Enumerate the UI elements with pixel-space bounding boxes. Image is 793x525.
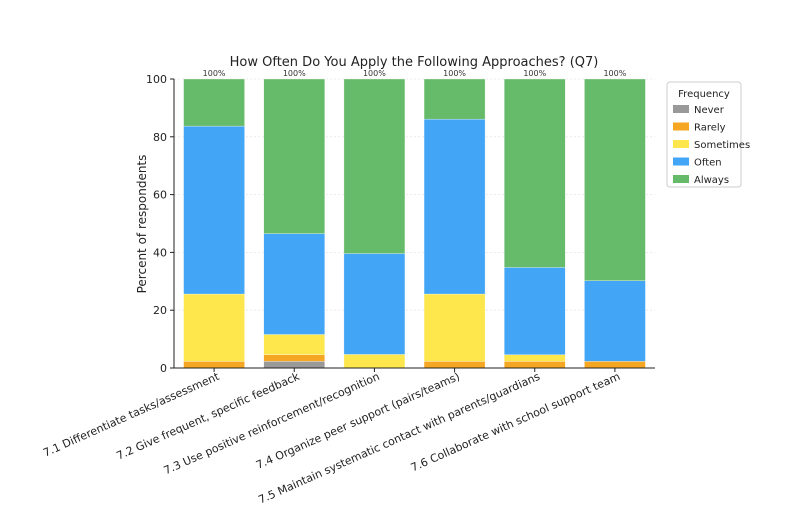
bar-segment-always bbox=[504, 78, 566, 268]
legend-swatch-often bbox=[673, 157, 689, 166]
legend-label-rarely: Rarely bbox=[694, 123, 726, 134]
bar-segment-often bbox=[423, 118, 486, 295]
bar-segment-sometimes bbox=[423, 293, 486, 362]
bar-total-label: 100% bbox=[203, 69, 226, 78]
gridlines bbox=[174, 78, 655, 369]
bar-segment-sometimes bbox=[263, 334, 325, 355]
bar-total-label: 100% bbox=[363, 69, 386, 78]
bars bbox=[183, 78, 646, 369]
legend: Frequency Never Rarely Sometimes Often Always bbox=[666, 81, 750, 188]
y-axis-ticks: 0 20 40 60 80 100 bbox=[146, 73, 174, 375]
bar-segment-always bbox=[343, 78, 406, 254]
bar-segment-often bbox=[504, 267, 566, 355]
bar-segment-rarely bbox=[504, 361, 566, 369]
legend-label-often: Often bbox=[694, 158, 722, 169]
bar-total-label: 100% bbox=[283, 69, 306, 78]
bar-segment-often bbox=[343, 253, 406, 355]
legend-label-sometimes: Sometimes bbox=[694, 140, 750, 151]
y-tick-label: 40 bbox=[153, 246, 167, 259]
y-tick-label: 100 bbox=[146, 73, 167, 86]
legend-swatch-never bbox=[673, 105, 689, 113]
bar-segment-always bbox=[584, 78, 646, 281]
bar-segment-often bbox=[263, 233, 325, 335]
bar-total-label: 100% bbox=[603, 69, 626, 78]
bar-total-label: 100% bbox=[523, 69, 546, 78]
legend-swatch-always bbox=[673, 175, 689, 183]
legend-label-always: Always bbox=[694, 175, 729, 186]
legend-title: Frequency bbox=[678, 89, 730, 100]
bar-totals: 100% 100% 100% 100% 100% 100% bbox=[203, 69, 627, 78]
bar-segment-rarely bbox=[584, 361, 646, 369]
legend-swatch-rarely bbox=[673, 122, 689, 131]
legend-swatch-sometimes bbox=[673, 140, 689, 148]
bar-segment-sometimes bbox=[183, 293, 245, 362]
chart-title: How Often Do You Apply the Following App… bbox=[230, 55, 599, 70]
legend-label-never: Never bbox=[694, 105, 725, 116]
bar-segment-rarely bbox=[263, 354, 325, 362]
y-tick-label: 60 bbox=[153, 189, 167, 202]
bar-segment-rarely bbox=[183, 361, 245, 369]
bar-segment-rarely bbox=[423, 361, 486, 369]
bar-total-label: 100% bbox=[443, 69, 466, 78]
y-axis-title: Percent of respondents bbox=[135, 155, 149, 294]
bar-segment-always bbox=[423, 78, 486, 120]
bar-segment-often bbox=[584, 280, 646, 362]
bar-segment-never bbox=[263, 361, 325, 369]
bar-segment-always bbox=[183, 78, 245, 127]
x-tick-label: 7.5 Maintain systematic contact with par… bbox=[256, 370, 542, 507]
bar-segment-sometimes bbox=[504, 354, 566, 362]
y-tick-label: 0 bbox=[160, 362, 167, 375]
bar-segment-always bbox=[263, 78, 325, 234]
bar-segment-sometimes bbox=[343, 354, 406, 369]
y-tick-label: 80 bbox=[153, 131, 167, 144]
bar-segment-often bbox=[183, 125, 245, 295]
y-tick-label: 20 bbox=[153, 304, 167, 317]
axes bbox=[173, 79, 655, 369]
